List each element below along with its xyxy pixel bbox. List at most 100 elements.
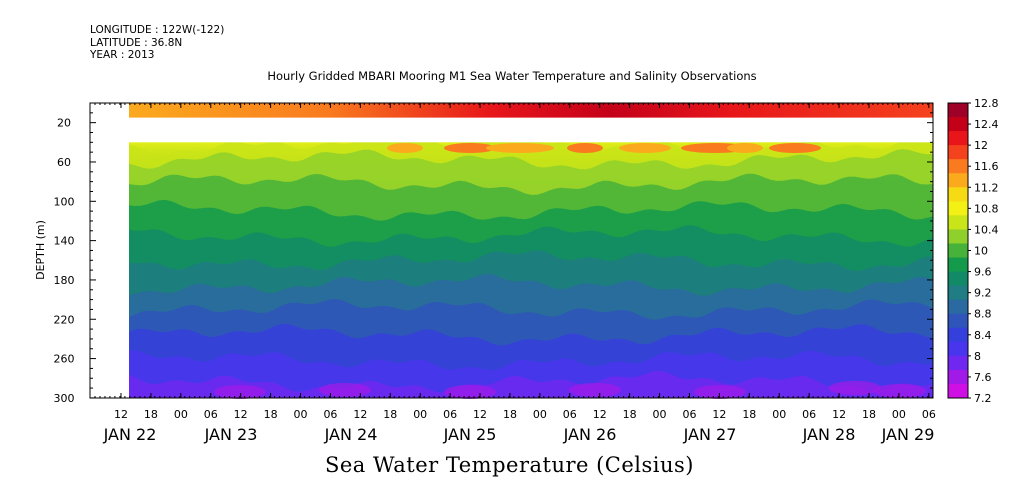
colorbar-swatch xyxy=(948,187,968,202)
colorbar-label: 7.6 xyxy=(974,371,992,384)
y-tick-label: 60 xyxy=(57,156,71,169)
x-hour-label: 12 xyxy=(114,408,128,421)
colorbar-swatch xyxy=(948,383,968,399)
cold-water-patch xyxy=(214,385,266,399)
colorbar-swatch xyxy=(948,341,968,357)
x-hour-label: 12 xyxy=(473,408,487,421)
x-axis: 12 18 00 06 12 18 00 06 12 18 00 06 12 18 00 06 12 18 00 06… xyxy=(89,103,936,444)
y-tick-label: 300 xyxy=(54,392,75,405)
warm-water-patch xyxy=(727,143,763,153)
x-hour-label: 00 xyxy=(533,408,547,421)
x-hour-label: 18 xyxy=(383,408,397,421)
x-day-label: JAN 26 xyxy=(563,425,617,444)
colorbar-swatch xyxy=(948,299,968,315)
colorbar-swatch xyxy=(948,243,968,259)
latitude-label: LATITUDE : 36.8N xyxy=(90,36,183,49)
colorbar-swatch xyxy=(948,355,968,371)
colorbar-label: 10.8 xyxy=(974,202,999,215)
colorbar-label: 11.6 xyxy=(974,160,999,173)
colorbar-swatch xyxy=(948,313,968,329)
x-day-label: JAN 28 xyxy=(802,425,856,444)
y-tick-label: 140 xyxy=(54,235,75,248)
colorbar-label: 8.4 xyxy=(974,329,992,342)
colorbar-swatch xyxy=(948,103,968,118)
colorbar-swatch xyxy=(948,327,968,343)
cold-water-patch xyxy=(444,385,496,399)
x-hour-label: 18 xyxy=(623,408,637,421)
surface-temperature-band xyxy=(129,103,933,118)
y-axis: 20 60 100 140 180 220 260 300 xyxy=(54,112,933,405)
x-hour-label: 00 xyxy=(413,408,427,421)
x-hour-label: 06 xyxy=(563,408,577,421)
x-hour-label: 18 xyxy=(503,408,517,421)
plot-area xyxy=(89,102,934,399)
x-day-label: JAN 29 xyxy=(881,425,935,444)
colorbar-swatch xyxy=(948,285,968,301)
warm-water-patch xyxy=(387,143,423,153)
x-day-label: JAN 25 xyxy=(443,425,497,444)
colorbar-swatch xyxy=(948,229,968,244)
cold-water-patch xyxy=(319,383,371,397)
y-tick-label: 20 xyxy=(57,117,71,130)
x-day-label: JAN 23 xyxy=(204,425,258,444)
warm-water-patch xyxy=(444,143,496,153)
colorbar-swatch xyxy=(948,145,968,160)
colorbar-label: 9.6 xyxy=(974,266,992,279)
colorbar-label: 12.4 xyxy=(974,118,999,131)
colorbar-swatch xyxy=(948,117,968,132)
warm-water-patch xyxy=(619,143,671,153)
colorbar-swatch xyxy=(948,201,968,216)
colorbar-swatch xyxy=(948,271,968,287)
colorbar-label: 9.2 xyxy=(974,287,992,300)
x-hour-label: 00 xyxy=(653,408,667,421)
y-axis-title: DEPTH (m) xyxy=(34,220,47,280)
y-tick-label: 220 xyxy=(54,313,75,326)
colorbar-swatch xyxy=(948,215,968,230)
x-hour-label: 06 xyxy=(682,408,696,421)
x-hour-label: 00 xyxy=(892,408,906,421)
colorbar-label: 10 xyxy=(974,245,988,258)
warm-water-patch xyxy=(486,143,554,153)
warm-water-patch xyxy=(769,143,821,153)
colorbar-label: 12 xyxy=(974,139,988,152)
x-hour-label: 12 xyxy=(234,408,248,421)
x-hour-label: 06 xyxy=(443,408,457,421)
cold-water-patch xyxy=(694,385,746,399)
x-hour-label: 06 xyxy=(922,408,936,421)
cold-water-patch xyxy=(874,384,926,398)
cold-water-patch xyxy=(829,381,881,395)
x-hour-label: 00 xyxy=(772,408,786,421)
colorbar-label: 10.4 xyxy=(974,223,999,236)
variable-label: Sea Water Temperature (Celsius) xyxy=(324,453,694,477)
colorbar-label: 12.8 xyxy=(974,97,999,110)
location-metadata: LONGITUDE : 122W(-122) LATITUDE : 36.8N … xyxy=(90,24,224,62)
colorbar-swatch xyxy=(948,159,968,174)
x-hour-label: 18 xyxy=(862,408,876,421)
warm-water-patch xyxy=(567,143,603,153)
x-hour-label: 12 xyxy=(353,408,367,421)
x-hour-label: 18 xyxy=(742,408,756,421)
cold-water-patch xyxy=(569,383,621,397)
x-hour-label: 18 xyxy=(144,408,158,421)
colorbar-swatch xyxy=(948,173,968,188)
colorbar-label: 8.8 xyxy=(974,308,992,321)
y-tick-label: 100 xyxy=(54,195,75,208)
y-tick-label: 180 xyxy=(54,274,75,287)
colorbar-swatch xyxy=(948,131,968,146)
longitude-label: LONGITUDE : 122W(-122) xyxy=(90,24,225,36)
colorbar-label: 8 xyxy=(974,350,981,363)
colorbar-swatch xyxy=(948,257,968,273)
x-hour-label: 12 xyxy=(832,408,846,421)
x-day-label: JAN 24 xyxy=(324,425,378,444)
colorbar: 12.8 12.4 12 11.6 11.2 10.8 10.4 10 9.6 9.2 8.8 8.4… xyxy=(947,97,999,405)
x-hour-label: 12 xyxy=(712,408,726,421)
chart-title: Hourly Gridded MBARI Mooring M1 Sea Wate… xyxy=(267,69,757,83)
colorbar-label: 11.2 xyxy=(974,181,999,194)
x-hour-label: 00 xyxy=(174,408,188,421)
x-hour-label: 06 xyxy=(323,408,337,421)
x-day-label: JAN 22 xyxy=(103,425,157,444)
y-tick-label: 260 xyxy=(54,353,75,366)
year-label: YEAR : 2013 xyxy=(90,49,155,61)
x-hour-label: 06 xyxy=(204,408,218,421)
